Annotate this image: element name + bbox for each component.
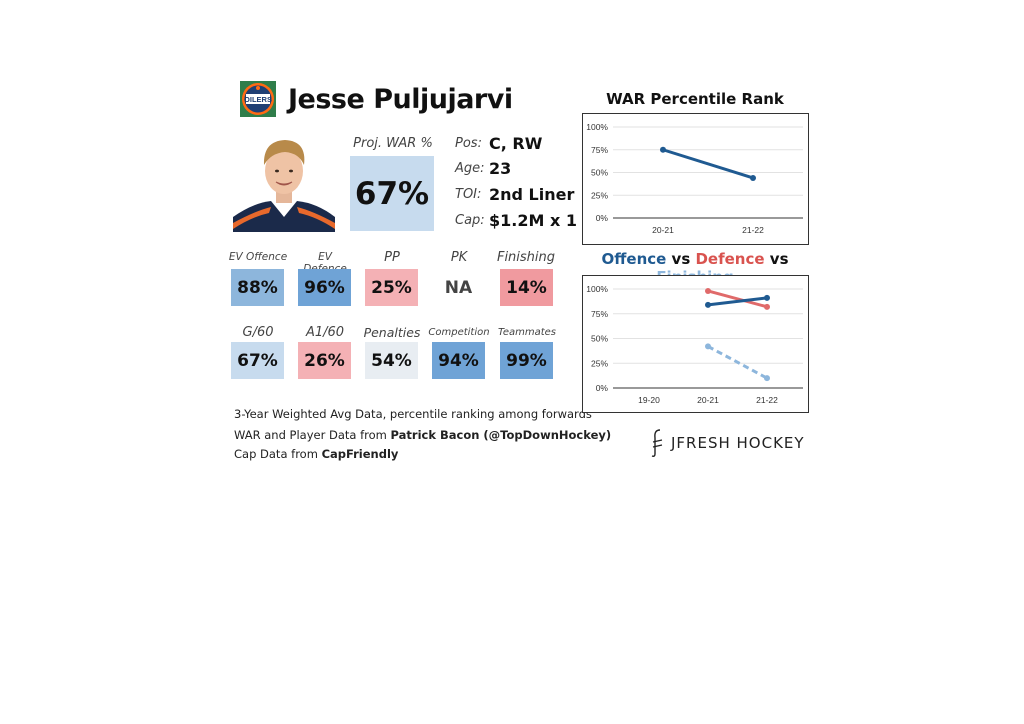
war-source-name: Patrick Bacon (@TopDownHockey) [390,428,612,442]
toi-value: 2nd Liner [489,185,575,204]
title-vs-2: vs [764,250,789,268]
data-point [764,294,770,301]
proj-war-value: 67% [350,156,434,231]
player-photo [233,131,335,232]
series-line [707,289,768,309]
y-tick-label: 100% [586,284,608,294]
brand-name: JFRESH HOCKEY [671,434,805,452]
team-logo: OILERS [240,81,276,117]
data-point [705,343,711,350]
teammates-label: Teammates [497,327,557,338]
data-point [764,303,770,310]
pp-label: PP [384,250,400,265]
y-tick-label: 75% [591,309,608,319]
title-defence: Defence [695,250,765,268]
data-point [764,375,770,382]
y-tick-label: 25% [591,190,608,200]
pk-value: NA [432,269,485,306]
penalties-value: 54% [365,342,418,379]
title-vs-1: vs [666,250,696,268]
series-line [662,148,754,180]
cap-source-name: CapFriendly [321,447,399,461]
data-point [705,301,711,308]
y-tick-label: 0% [596,383,609,393]
war-chart-title: WAR Percentile Rank [606,90,784,108]
pos-value: C, RW [489,134,543,153]
cap-label: Cap: [455,213,485,228]
g60-value: 67% [231,342,284,379]
x-tick-label: 19-20 [638,395,660,405]
note-cap-source: Cap Data from CapFriendly [234,447,399,461]
x-tick-label: 20-21 [652,225,674,235]
y-tick-label: 25% [591,358,608,368]
a160-value: 26% [298,342,351,379]
y-tick-label: 50% [591,334,608,344]
competition-value: 94% [432,342,485,379]
y-tick-label: 0% [596,213,609,223]
series-line [707,296,768,307]
ev-defence-value: 96% [298,269,351,306]
note-war-source: WAR and Player Data from Patrick Bacon (… [234,428,612,442]
proj-war-label: Proj. WAR % [353,136,433,151]
data-point [660,146,666,153]
cap-value: $1.2M x 1 [489,211,577,230]
pk-label: PK [450,250,468,265]
ev-offence-label: EV Offence [228,251,288,263]
series-line [707,345,768,380]
ev-offence-value: 88% [231,269,284,306]
brand-mark-icon [651,429,663,457]
comparison-chart: 0% 25% 50% 75% 100% 19-20 20-21 21-22 [582,275,809,413]
data-point [705,287,711,294]
x-tick-label: 20-21 [697,395,719,405]
note-data-description: 3-Year Weighted Avg Data, percentile ran… [234,407,592,421]
competition-label: Competition [428,327,490,338]
y-tick-label: 75% [591,145,608,155]
age-label: Age: [455,161,485,176]
brand-logo: JFRESH HOCKEY [651,428,805,458]
war-percentile-chart: 0% 25% 50% 75% 100% 20-21 21-22 [582,113,809,245]
pos-label: Pos: [455,136,482,151]
data-point [750,174,756,181]
y-tick-label: 100% [586,122,608,132]
x-tick-label: 21-22 [742,225,764,235]
pp-value: 25% [365,269,418,306]
penalties-label: Penalties [363,325,421,340]
title-offence: Offence [601,250,667,268]
svg-text:OILERS: OILERS [244,95,272,104]
x-tick-label: 21-22 [756,395,778,405]
player-name: Jesse Puljujarvi [288,84,513,115]
g60-label: G/60 [242,325,274,340]
teammates-value: 99% [500,342,553,379]
a160-label: A1/60 [305,325,345,340]
y-tick-label: 50% [591,168,608,178]
finishing-label: Finishing [496,250,556,265]
finishing-value: 14% [500,269,553,306]
toi-label: TOI: [455,187,482,202]
age-value: 23 [489,159,512,178]
